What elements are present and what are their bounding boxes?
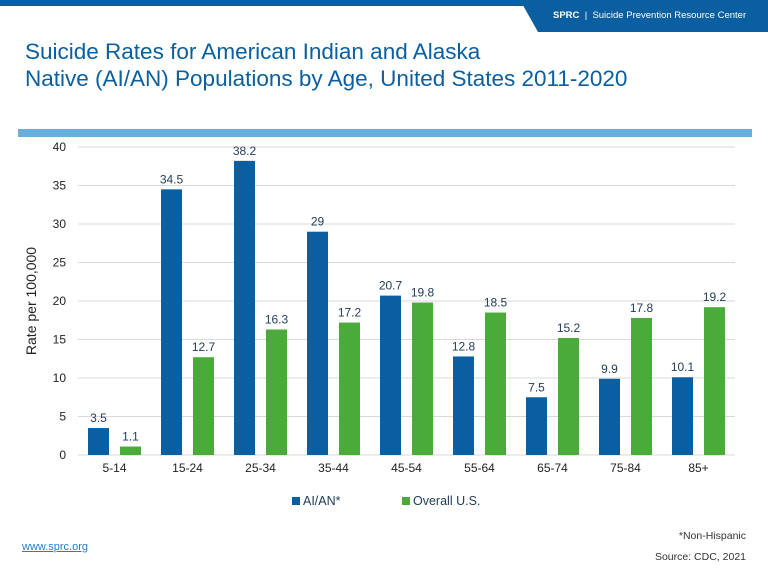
sprc-link[interactable]: www.sprc.org (22, 541, 89, 553)
data-label: 15.2 (557, 321, 581, 335)
x-tick-label: 55-64 (464, 461, 495, 475)
data-label: 10.1 (671, 360, 695, 374)
data-label: 1.1 (122, 430, 139, 444)
data-label: 20.7 (379, 279, 403, 293)
bar-aian (307, 231, 328, 455)
data-label: 17.2 (338, 306, 362, 320)
bar-overall (631, 317, 652, 455)
bar-aian (672, 377, 693, 455)
data-label: 12.7 (192, 340, 216, 354)
data-label: 12.8 (452, 339, 476, 353)
data-label: 38.2 (233, 144, 257, 158)
x-tick-label: 15-24 (172, 461, 203, 475)
data-label: 19.2 (703, 290, 727, 304)
y-tick-label: 10 (53, 371, 67, 385)
bar-overall (339, 322, 360, 455)
bar-overall (704, 307, 725, 455)
y-tick-label: 0 (59, 448, 66, 462)
bar-aian (88, 428, 109, 455)
y-tick-label: 20 (53, 294, 67, 308)
data-label: 18.5 (484, 296, 508, 310)
x-tick-label: 65-74 (537, 461, 568, 475)
bar-overall (485, 312, 506, 455)
x-tick-label: 75-84 (610, 461, 641, 475)
data-label: 9.9 (601, 362, 618, 376)
data-label: 29 (311, 215, 325, 229)
footnote: *Non-Hispanic (678, 530, 746, 542)
data-label: 17.8 (630, 301, 654, 315)
title-rule (18, 129, 752, 137)
bar-overall (120, 446, 141, 455)
bar-overall (558, 337, 579, 455)
y-tick-label: 40 (53, 140, 67, 154)
bar-aian (234, 160, 255, 456)
title-line-1: Suicide Rates for American Indian and Al… (25, 39, 481, 64)
bar-overall (412, 302, 433, 455)
brand-separator: | (584, 10, 588, 21)
bar-aian (526, 397, 547, 455)
data-label: 7.5 (528, 380, 545, 394)
data-label: 16.3 (265, 312, 289, 326)
brand-name: SPRC (553, 10, 580, 21)
x-tick-label: 85+ (688, 461, 708, 475)
y-tick-label: 30 (53, 217, 67, 231)
legend-label: Overall U.S. (413, 494, 480, 508)
bar-aian (380, 295, 401, 455)
legend-swatch (402, 497, 410, 505)
brand-bar (520, 0, 768, 32)
bar-overall (193, 357, 214, 455)
y-tick-label: 15 (53, 333, 67, 347)
x-tick-label: 35-44 (318, 461, 349, 475)
x-tick-label: 45-54 (391, 461, 422, 475)
legend-swatch (292, 497, 300, 505)
x-tick-label: 5-14 (102, 461, 126, 475)
source-note: Source: CDC, 2021 (654, 551, 746, 563)
bar-aian (453, 356, 474, 455)
x-tick-label: 25-34 (245, 461, 276, 475)
bar-overall (266, 329, 287, 455)
y-axis-label: Rate per 100,000 (23, 247, 39, 355)
data-label: 3.5 (90, 411, 107, 425)
y-tick-label: 25 (53, 256, 67, 270)
bar-aian (161, 189, 182, 455)
org-name: Suicide Prevention Resource Center (592, 10, 747, 21)
brand-text: SPRC | Suicide Prevention Resource Cente… (553, 10, 746, 21)
legend-label: AI/AN* (303, 494, 341, 508)
title-line-2: Native (AI/AN) Populations by Age, Unite… (25, 66, 628, 91)
data-label: 34.5 (160, 172, 184, 186)
data-label: 19.8 (411, 286, 435, 300)
page-title: Suicide Rates for American Indian and Al… (25, 38, 725, 92)
bar-aian (599, 378, 620, 455)
top-band (0, 0, 768, 6)
y-tick-label: 5 (59, 410, 66, 424)
y-tick-label: 35 (53, 179, 67, 193)
